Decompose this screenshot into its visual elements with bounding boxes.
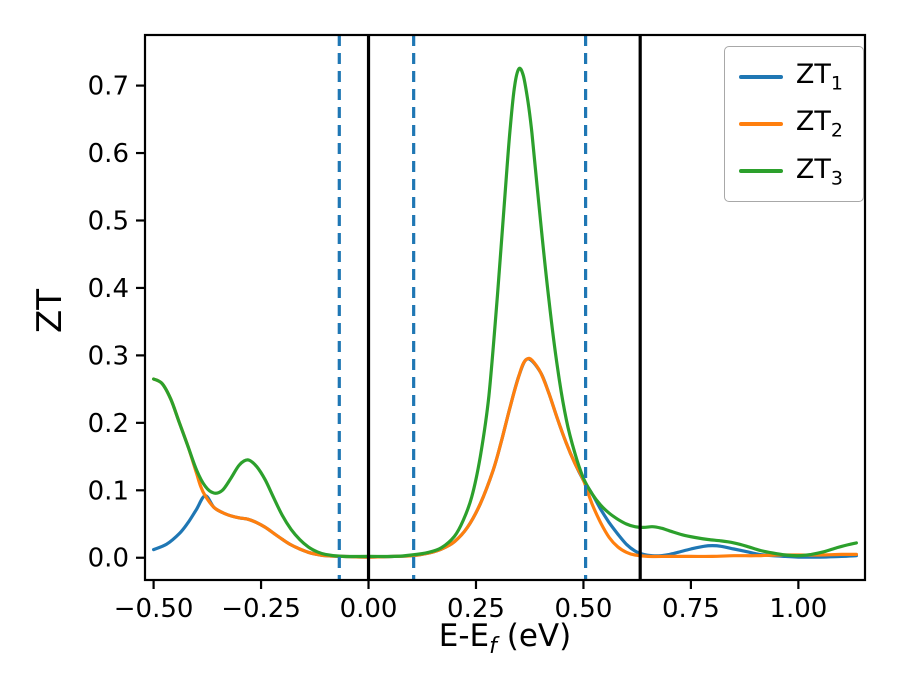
legend-item-zt3: ZT3 [738, 153, 843, 190]
vlines-group [337, 35, 642, 580]
legend-label-zt1: ZT1 [795, 59, 843, 95]
y-tick-label: 0.0 [88, 544, 129, 574]
x-tick-label: 0.50 [555, 594, 613, 624]
y-tick-label: 0.7 [88, 72, 129, 102]
y-tick-label: 0.4 [88, 274, 129, 304]
x-tick-label: 1.00 [769, 594, 827, 624]
x-axis-label: E-Ef (eV) [439, 618, 571, 659]
y-tick-label: 0.6 [88, 139, 129, 169]
legend-item-zt1: ZT1 [738, 59, 843, 95]
curve-zt3 [152, 66, 858, 559]
x-axis-label-main: E-E [438, 618, 490, 654]
y-tick-label: 0.3 [88, 341, 129, 371]
legend-label-zt3: ZT3 [795, 153, 843, 190]
ticks-group: −0.50 −0.25 0.00 0.25 0.50 0.75 1.00 0.0 0.1 0.2 0… [88, 72, 828, 624]
legend: ZT1 ZT2 ZT3 [723, 46, 864, 203]
axes-spines [143, 33, 867, 582]
legend-swatch-zt1 [738, 74, 783, 79]
curves-group [152, 66, 858, 559]
x-axis-label-sub: f [489, 634, 497, 660]
curve-zt1 [152, 357, 858, 559]
x-tick-label: 0.25 [447, 594, 505, 624]
y-tick-label: 0.5 [88, 206, 129, 236]
legend-swatch-zt2 [738, 122, 783, 127]
curve-zt2 [152, 356, 858, 559]
y-axis-label: ZT [30, 288, 70, 334]
legend-item-zt2: ZT2 [738, 106, 843, 142]
legend-swatch-zt3 [738, 169, 783, 174]
x-tick-label: 0.00 [340, 594, 398, 624]
x-axis-label-unit: (eV) [496, 618, 572, 654]
y-tick-label: 0.2 [88, 409, 129, 439]
legend-label-zt2: ZT2 [795, 106, 843, 142]
x-tick-label: 0.75 [662, 594, 720, 624]
x-tick-label: −0.50 [114, 594, 194, 624]
x-tick-label: −0.25 [221, 594, 301, 624]
y-tick-label: 0.1 [88, 476, 129, 506]
